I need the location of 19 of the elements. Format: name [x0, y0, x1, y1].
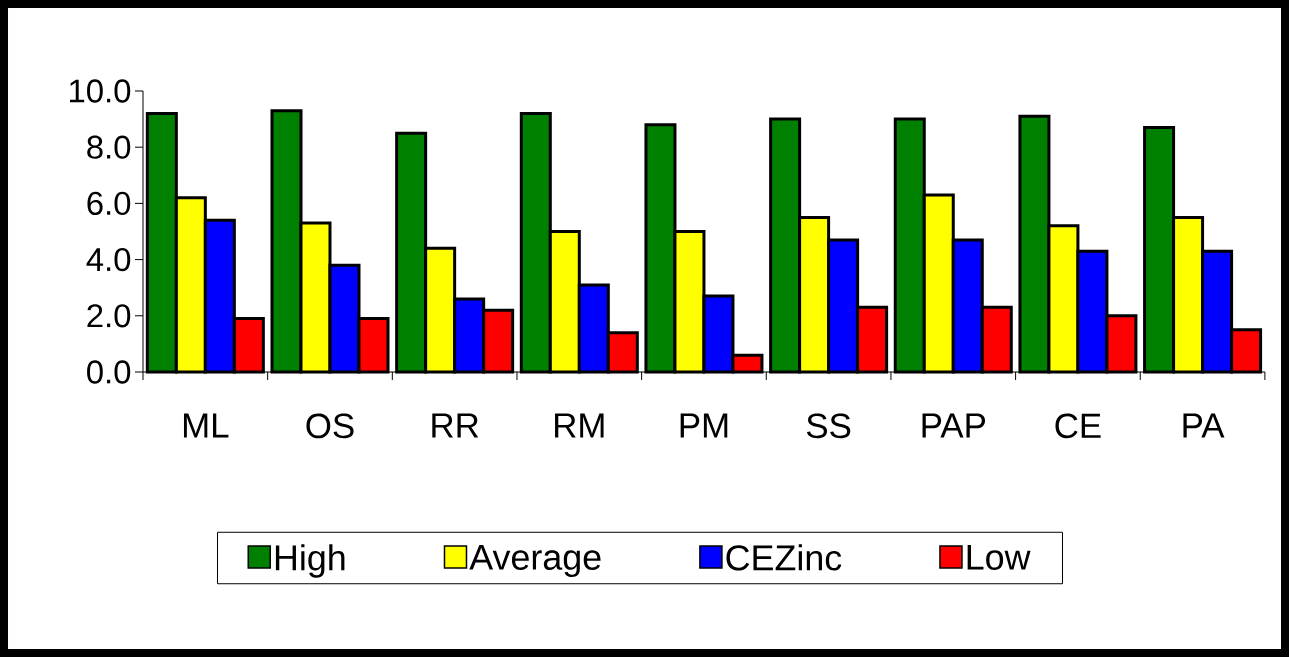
x-tick-label: ML — [183, 413, 229, 438]
x-tick-label: PM — [680, 413, 728, 438]
y-tick-label: 0.0 — [87, 360, 131, 384]
x-tick-label: OS — [306, 413, 354, 439]
y-tick-label: 8.0 — [87, 135, 131, 159]
y-tick-label: 10.0 — [70, 79, 131, 103]
x-tick-label: CE — [1055, 413, 1101, 439]
x-tick-label: RR — [432, 413, 479, 438]
x-tick-label: PAP — [922, 413, 986, 438]
x-tick-label: RM — [555, 413, 604, 438]
x-tick-label: PA — [1183, 413, 1225, 438]
x-tick-label: SS — [806, 413, 851, 439]
legend-label: CEZinc — [726, 544, 842, 571]
legend-label: Average — [469, 544, 601, 578]
y-tick-label: 6.0 — [87, 191, 131, 216]
legend-label: Low — [967, 544, 1031, 570]
y-tick-label: 4.0 — [86, 247, 131, 272]
legend-label: High — [275, 544, 345, 578]
y-tick-label: 2.0 — [87, 304, 131, 328]
